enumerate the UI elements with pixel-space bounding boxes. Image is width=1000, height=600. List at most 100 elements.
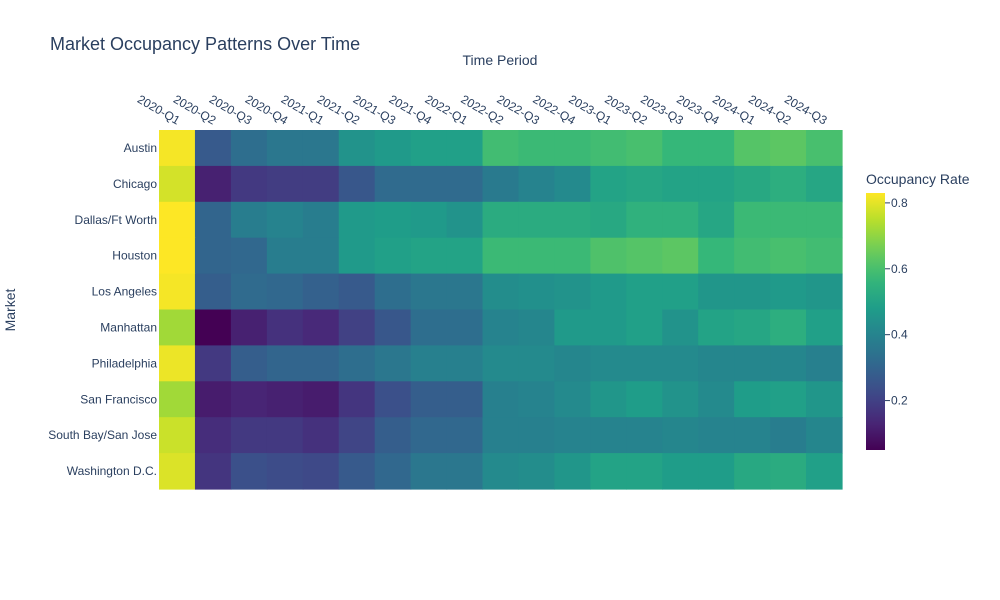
heatmap-cell — [194, 237, 232, 275]
heatmap-cell — [338, 130, 376, 167]
heatmap-cell — [734, 309, 771, 346]
y-tick-label: Austin — [124, 141, 157, 155]
heatmap-cell — [806, 165, 843, 203]
heatmap-cell — [159, 453, 196, 490]
heatmap-cell — [159, 273, 196, 311]
heatmap-cell — [410, 309, 448, 346]
heatmap-cell — [194, 165, 232, 203]
heatmap-cell — [230, 201, 268, 239]
heatmap-cell — [302, 130, 340, 167]
heatmap-cell — [554, 453, 591, 490]
colorbar: Occupancy Rate 0.2 0.4 0.6 0.8 — [866, 171, 970, 450]
heatmap-cell — [410, 165, 448, 203]
heatmap-cell — [734, 165, 771, 203]
heatmap-cell — [770, 273, 807, 311]
heatmap-cell — [554, 345, 591, 382]
heatmap-cell — [446, 417, 484, 454]
heatmap-cell — [410, 417, 448, 454]
heatmap-cell — [338, 201, 376, 239]
heatmap-cell — [230, 273, 268, 311]
heatmap-cell — [734, 453, 771, 490]
heatmap-cell — [554, 237, 591, 275]
heatmap-cell — [159, 165, 196, 203]
heatmap-cell — [230, 345, 268, 382]
heatmap-cell — [554, 381, 591, 418]
heatmap-cell — [662, 201, 699, 239]
heatmap-cell — [266, 165, 304, 203]
heatmap-cell — [374, 130, 412, 167]
heatmap-cell — [554, 309, 591, 346]
colorbar-tick-label: 0.4 — [891, 328, 908, 342]
heatmap-cell — [374, 453, 412, 490]
heatmap-cell — [446, 130, 484, 167]
y-tick-labels: Austin Chicago Dallas/Ft Worth Houston Los A… — [48, 141, 157, 478]
heatmap-cell — [806, 381, 843, 418]
heatmap-cell — [590, 201, 627, 239]
heatmap-cell — [374, 381, 412, 418]
heatmap-cell — [159, 417, 196, 454]
heatmap-cell — [662, 273, 699, 311]
heatmap-cell — [159, 237, 196, 275]
colorbar-tick-label: 0.8 — [891, 196, 908, 210]
heatmap-cell — [302, 201, 340, 239]
heatmap-cell — [590, 345, 627, 382]
heatmap-cell — [698, 309, 735, 346]
heatmap-cell — [338, 309, 376, 346]
heatmap-cells — [159, 130, 843, 490]
heatmap-cell — [626, 237, 663, 275]
y-tick-label: Philadelphia — [92, 356, 158, 370]
y-tick-label: Chicago — [113, 177, 157, 191]
y-tick-label: Washington D.C. — [67, 464, 157, 478]
heatmap-cell — [159, 201, 196, 239]
heatmap-cell — [194, 130, 232, 167]
heatmap-cell — [662, 165, 699, 203]
heatmap-cell — [338, 381, 376, 418]
heatmap-cell — [734, 130, 771, 167]
heatmap-cell — [626, 345, 663, 382]
heatmap-cell — [266, 201, 304, 239]
heatmap-cell — [698, 165, 735, 203]
heatmap-cell — [554, 273, 591, 311]
heatmap-cell — [482, 381, 520, 418]
heatmap-cell — [590, 237, 627, 275]
heatmap-cell — [770, 237, 807, 275]
heatmap-cell — [806, 453, 843, 490]
heatmap-cell — [590, 453, 627, 490]
heatmap-cell — [338, 417, 376, 454]
heatmap-cell — [446, 309, 484, 346]
heatmap-cell — [662, 453, 699, 490]
y-tick-label: Manhattan — [100, 320, 157, 334]
heatmap-cell — [590, 381, 627, 418]
heatmap-cell — [518, 130, 556, 167]
heatmap-cell — [806, 237, 843, 275]
heatmap-cell — [446, 201, 484, 239]
heatmap-cell — [770, 345, 807, 382]
heatmap-cell — [518, 453, 556, 490]
x-tick-labels: 2020-Q12020-Q22020-Q32020-Q42021-Q12021-… — [135, 92, 830, 128]
heatmap-cell — [806, 345, 843, 382]
heatmap-cell — [374, 165, 412, 203]
heatmap-cell — [266, 309, 304, 346]
heatmap-cell — [770, 453, 807, 490]
colorbar-tick-label: 0.2 — [891, 394, 908, 408]
heatmap-cell — [374, 237, 412, 275]
heatmap-cell — [698, 130, 735, 167]
heatmap-cell — [266, 381, 304, 418]
heatmap-cell — [410, 237, 448, 275]
heatmap-cell — [230, 381, 268, 418]
heatmap-cell — [230, 417, 268, 454]
heatmap-cell — [518, 309, 556, 346]
chart-title: Market Occupancy Patterns Over Time — [50, 34, 360, 54]
heatmap-cell — [662, 345, 699, 382]
heatmap-cell — [554, 165, 591, 203]
heatmap-cell — [410, 130, 448, 167]
heatmap-cell — [626, 130, 663, 167]
heatmap-cell — [518, 381, 556, 418]
heatmap-cell — [590, 165, 627, 203]
heatmap-cell — [338, 237, 376, 275]
heatmap-cell — [482, 453, 520, 490]
heatmap-cell — [194, 309, 232, 346]
y-tick-label: Houston — [112, 249, 157, 263]
heatmap-cell — [590, 130, 627, 167]
heatmap-cell — [194, 273, 232, 311]
